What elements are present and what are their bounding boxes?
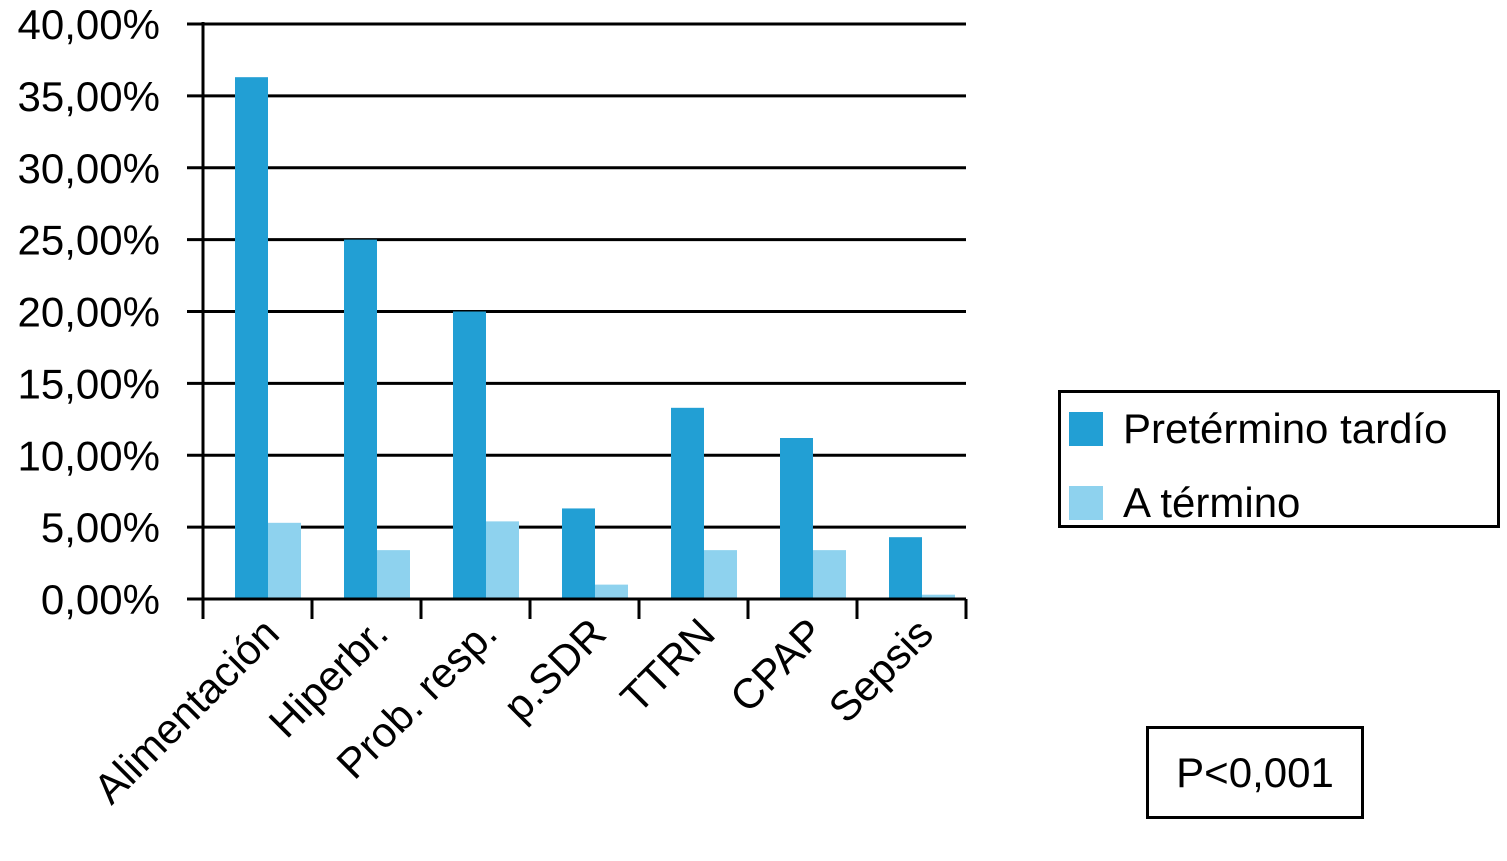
bars (235, 77, 955, 599)
p-value-annotation: P<0,001 (1146, 726, 1364, 819)
bar-series-1 (671, 407, 704, 599)
bar-series-2 (922, 594, 955, 599)
x-tick-label: CPAP (721, 609, 833, 721)
y-tick-label: 0,00% (41, 576, 160, 623)
bar-series-1 (889, 537, 922, 599)
x-tick-label: p.SDR (494, 609, 615, 730)
bar-series-1 (453, 311, 486, 599)
y-tick-label: 40,00% (18, 1, 160, 48)
legend-item-series-2: A término (1069, 479, 1301, 526)
y-tick-label: 20,00% (18, 289, 160, 336)
p-value-text: P<0,001 (1176, 748, 1334, 796)
bar-series-1 (562, 508, 595, 599)
bar-series-1 (344, 239, 377, 599)
bar-series-2 (704, 550, 737, 599)
legend-label-series-2: A término (1123, 479, 1301, 526)
y-tick-label: 10,00% (18, 432, 160, 479)
legend-swatch-series-2 (1069, 486, 1103, 520)
legend: Pretérmino tardío A término (1058, 390, 1500, 528)
x-tick-label: Alimentación (85, 609, 288, 812)
y-tick-label: 25,00% (18, 217, 160, 264)
axes (187, 22, 968, 619)
bar-series-2 (377, 550, 410, 599)
y-tick-labels: 0,00% 5,00% 10,00% 15,00% 20,00% 25,00% 30,00%… (18, 1, 160, 623)
gridlines (203, 22, 966, 529)
y-tick-label: 30,00% (18, 145, 160, 192)
bar-series-2 (595, 584, 628, 599)
bar-series-2 (486, 521, 519, 599)
x-tick-label: TTRN (611, 609, 723, 721)
bar-series-2 (813, 550, 846, 599)
bar-series-2 (268, 522, 301, 599)
x-tick-label: Sepsis (819, 609, 941, 731)
bar-series-1 (780, 438, 813, 599)
legend-swatch-series-1 (1069, 412, 1103, 446)
y-tick-label: 5,00% (41, 504, 160, 551)
y-tick-label: 15,00% (18, 360, 160, 407)
bar-series-1 (235, 77, 268, 599)
legend-label-series-1: Pretérmino tardío (1123, 405, 1448, 452)
legend-item-series-1: Pretérmino tardío (1069, 405, 1448, 452)
y-tick-label: 35,00% (18, 73, 160, 120)
